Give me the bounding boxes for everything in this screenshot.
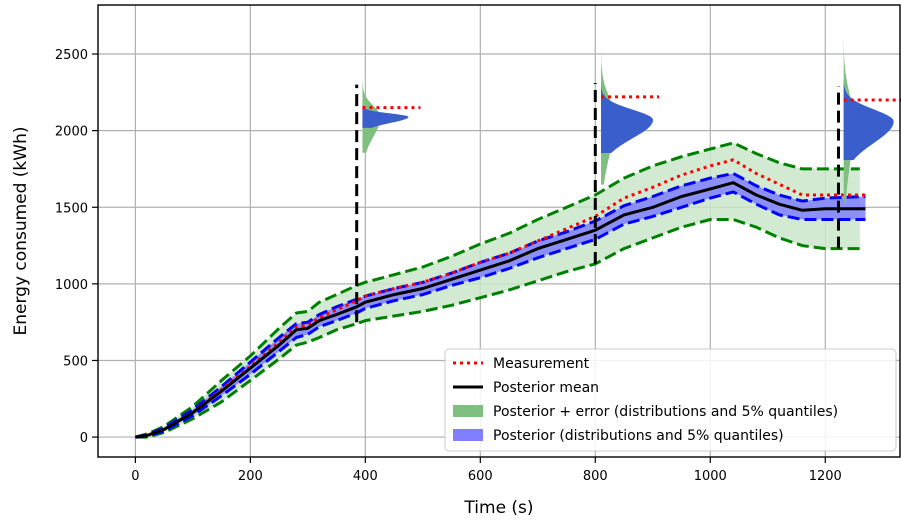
series-line-measurement xyxy=(135,158,866,439)
posterior-band xyxy=(135,173,866,438)
series-line-error-upper xyxy=(135,141,860,439)
series-line-error-lower xyxy=(135,218,860,439)
legend-swatch-posterior-error xyxy=(453,405,483,417)
posterior-distribution-2 xyxy=(601,83,653,154)
legend-label-measurement: Measurement xyxy=(493,356,590,372)
axis-layer: 0 200 400 600 800 1000 1200 0 500 1000 1500 2000 250… xyxy=(55,4,901,484)
legend: Measurement Posterior mean Posterior + err… xyxy=(444,348,897,452)
posterior-distribution-3 xyxy=(843,78,894,161)
posterior-error-band xyxy=(135,142,860,438)
x-tick-label: 1200 xyxy=(809,469,842,484)
series-line-posterior-mean xyxy=(135,181,866,439)
y-tick-label: 500 xyxy=(63,354,88,369)
band-layer xyxy=(135,142,866,438)
x-axis-title: Time (s) xyxy=(463,498,533,518)
legend-label-posterior: Posterior (distributions and 5% quantile… xyxy=(493,428,784,444)
legend-box xyxy=(444,348,897,452)
y-axis-title: Energy consumed (kWh) xyxy=(11,127,31,336)
x-tick-label: 800 xyxy=(583,469,608,484)
x-tick-label: 400 xyxy=(353,469,378,484)
y-tick-label: 0 xyxy=(80,431,88,446)
x-tick-label: 0 xyxy=(131,469,139,484)
x-tick-label: 600 xyxy=(468,469,493,484)
line-layer xyxy=(135,141,866,439)
y-tick-label: 1000 xyxy=(55,278,88,293)
x-tick-label: 200 xyxy=(238,469,263,484)
series-line-posterior-upper xyxy=(135,172,866,439)
legend-label-posterior-error: Posterior + error (distributions and 5% … xyxy=(493,404,838,420)
distribution-layer xyxy=(355,27,901,323)
plot-frame xyxy=(97,4,901,458)
y-tick-label: 2000 xyxy=(55,125,88,140)
y-tick-label: 2500 xyxy=(55,48,88,63)
y-tick-label: 1500 xyxy=(55,201,88,216)
series-line-posterior-lower xyxy=(135,190,866,439)
x-tick-label: 1000 xyxy=(694,469,727,484)
posterior-distribution-1 xyxy=(362,104,409,128)
legend-swatch-posterior xyxy=(453,429,483,441)
legend-label-posterior-mean: Posterior mean xyxy=(493,380,599,396)
